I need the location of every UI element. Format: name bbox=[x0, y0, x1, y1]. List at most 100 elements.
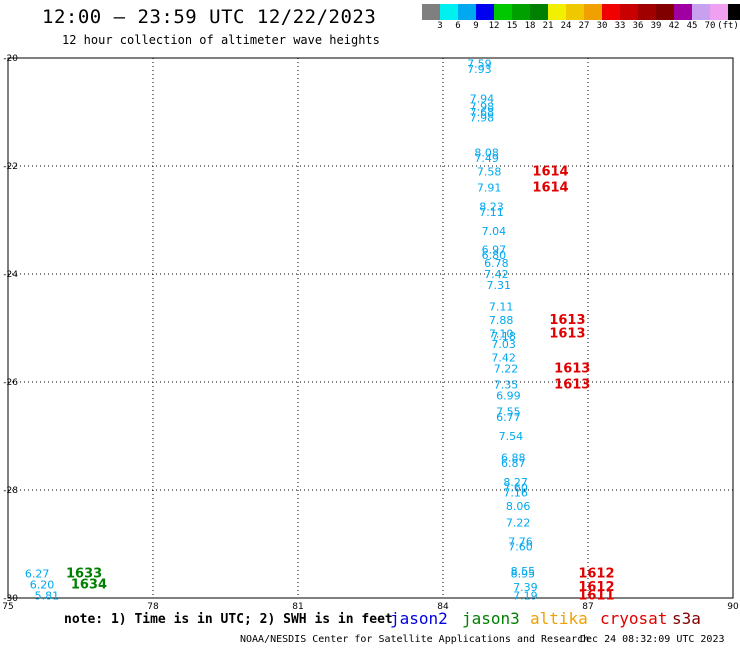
color-label-11: 36 bbox=[632, 21, 644, 31]
x-tick-label: 78 bbox=[147, 602, 159, 610]
altika-point-label: 7.11 bbox=[489, 300, 513, 313]
altika-point-label: 7.93 bbox=[467, 63, 492, 76]
jason3-point-label: 1633 bbox=[66, 567, 102, 582]
cryosat-point-label: 1614 bbox=[532, 164, 568, 179]
color-swatch-10 bbox=[602, 4, 620, 20]
altika-point-label: 8.06 bbox=[506, 500, 531, 513]
altika-point-label: 7.58 bbox=[477, 165, 502, 178]
footer-note: note: 1) Time is in UTC; 2) SWH is in fe… bbox=[64, 612, 393, 627]
color-label-5: 18 bbox=[524, 21, 536, 31]
altika-point-label: 7.60 bbox=[508, 541, 533, 554]
cryosat-point-label: 1613 bbox=[549, 326, 585, 341]
cryosat-point-label: 1613 bbox=[554, 378, 590, 393]
y-tick-label: -24 bbox=[3, 270, 18, 280]
color-legend-bar bbox=[422, 4, 740, 20]
altika-point-label: 7.31 bbox=[487, 279, 512, 292]
altika-point-label: 7.04 bbox=[482, 225, 507, 238]
color-label-1: 6 bbox=[455, 21, 461, 31]
altika-point-label: 7.16 bbox=[503, 487, 527, 500]
y-tick-label: -28 bbox=[3, 486, 18, 496]
color-swatch-9 bbox=[584, 4, 602, 20]
cryosat-point-label: 1613 bbox=[549, 313, 585, 328]
color-swatch-11 bbox=[620, 4, 638, 20]
altika-point-label: 6.27 bbox=[25, 568, 49, 581]
jason3-point-label: 1634 bbox=[71, 578, 107, 593]
altika-point-label: 7.54 bbox=[499, 430, 524, 443]
altika-point-label: 7.11 bbox=[479, 206, 504, 219]
altika-point-label: 6.88 bbox=[501, 452, 526, 465]
legend-jason2: jason2 bbox=[390, 609, 448, 628]
color-swatch-14 bbox=[674, 4, 692, 20]
cryosat-point-label: 1614 bbox=[532, 181, 568, 196]
color-swatch-3 bbox=[476, 4, 494, 20]
color-label-4: 15 bbox=[506, 21, 518, 31]
color-swatch-12 bbox=[638, 4, 656, 20]
color-label-6: 21 bbox=[542, 21, 554, 31]
altika-point-label: 6.20 bbox=[30, 579, 55, 592]
y-tick-label: -30 bbox=[3, 594, 18, 604]
cryosat-point-label: 1612 bbox=[578, 580, 614, 595]
wave-height-plot: 75 78 81 84 87 90 -20 -22 -24 -26 -28 -30 7.597.93 7.… bbox=[2, 54, 739, 610]
altika-point-label: 7.60 bbox=[503, 481, 527, 494]
color-swatch-16 bbox=[710, 4, 728, 20]
color-swatch-13 bbox=[656, 4, 674, 20]
altika-point-label: 6.78 bbox=[484, 257, 509, 270]
plot-frame bbox=[7, 57, 734, 599]
credit-line: NOAA/NESDIS Center for Satellite Applica… bbox=[240, 634, 590, 645]
color-label-15: 70 bbox=[704, 21, 716, 31]
x-tick-label: 75 bbox=[2, 602, 13, 610]
color-swatch-7 bbox=[548, 4, 566, 20]
altika-point-label: 7.94 bbox=[470, 93, 495, 106]
color-swatch-6 bbox=[530, 4, 548, 20]
altika-point-label: 5.81 bbox=[35, 589, 60, 602]
legend-jason3: jason3 bbox=[462, 609, 520, 628]
altika-point-label: 8.23 bbox=[479, 201, 504, 214]
x-tick-label: 84 bbox=[437, 602, 449, 610]
altika-point-label: 7.55 bbox=[496, 406, 520, 419]
chart-title: 12:00 – 23:59 UTC 12/22/2023 bbox=[42, 6, 377, 28]
generation-timestamp: Dec 24 08:32:09 UTC 2023 bbox=[580, 634, 725, 645]
cryosat-point-label: 1612 bbox=[578, 567, 614, 582]
color-label-12: 39 bbox=[650, 21, 662, 31]
y-tick-label: -20 bbox=[3, 54, 18, 64]
altika-point-label: 7.35 bbox=[494, 379, 519, 392]
color-label-10: 33 bbox=[614, 21, 626, 31]
altika-point-label: 6.99 bbox=[496, 390, 520, 403]
legend-altika: altika bbox=[530, 609, 588, 628]
altika-point-label: 7.10 bbox=[489, 327, 513, 340]
altika-point-label: 7.76 bbox=[508, 535, 533, 548]
color-label-8: 27 bbox=[578, 21, 590, 31]
altika-point-label: 6.97 bbox=[482, 244, 507, 257]
y-tick-label: -22 bbox=[3, 162, 18, 172]
cryosat-point-label: 1611 bbox=[578, 588, 614, 603]
altika-point-label: 8.08 bbox=[474, 147, 499, 160]
legend-s3a: s3a bbox=[672, 609, 701, 628]
color-label-13: 42 bbox=[668, 21, 680, 31]
color-swatch-15 bbox=[692, 4, 710, 20]
altika-point-label: 7.42 bbox=[484, 268, 509, 281]
altika-point-label: 7.22 bbox=[494, 363, 519, 376]
chart-subtitle: 12 hour collection of altimeter wave hei… bbox=[62, 33, 380, 47]
altika-point-label: 7.88 bbox=[489, 314, 513, 327]
altika-point-label: 7.59 bbox=[467, 57, 492, 70]
altika-point-label: 6.87 bbox=[501, 457, 526, 470]
altika-point-label: 6.80 bbox=[482, 249, 507, 262]
color-label-3: 12 bbox=[488, 21, 500, 31]
altika-point-label: 7.68 bbox=[470, 106, 495, 119]
color-swatch-5 bbox=[512, 4, 530, 20]
altika-point-label: 7.49 bbox=[474, 152, 499, 165]
altika-point-label: 7.18 bbox=[491, 330, 516, 343]
altika-point-label: 7.98 bbox=[470, 101, 495, 114]
altika-point-label: 8.55 bbox=[511, 565, 535, 578]
x-tick-label: 90 bbox=[727, 602, 739, 610]
legend-cryosat: cryosat bbox=[600, 609, 668, 628]
altika-point-label: 7.98 bbox=[470, 111, 495, 124]
color-swatch-17 bbox=[728, 4, 740, 20]
altika-point-label: 8.95 bbox=[511, 568, 535, 581]
altika-point-label: 6.77 bbox=[496, 411, 520, 424]
altika-point-label: 7.03 bbox=[491, 338, 516, 351]
color-swatch-2 bbox=[458, 4, 476, 20]
color-label-14: 45 bbox=[686, 21, 698, 31]
altika-point-label: 7.19 bbox=[513, 589, 538, 602]
x-tick-label: 81 bbox=[292, 602, 303, 610]
